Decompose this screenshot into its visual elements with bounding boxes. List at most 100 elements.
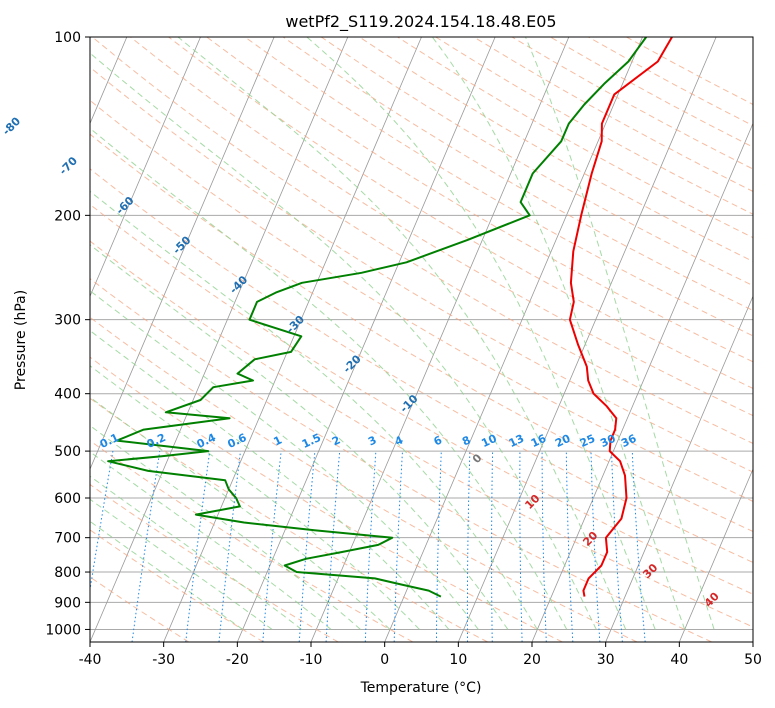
mixing-ratio-line bbox=[435, 451, 442, 642]
y-tick-label: 100 bbox=[54, 30, 81, 46]
x-axis-label: Temperature (°C) bbox=[360, 680, 482, 696]
mixing-ratio-label: 1.5 bbox=[300, 431, 323, 451]
mixing-ratio-label: 3 bbox=[366, 433, 378, 448]
plot-frame bbox=[89, 36, 754, 643]
dry-adiabat-label: -50 bbox=[170, 233, 193, 256]
moist-adiabat-line bbox=[90, 52, 597, 630]
y-axis-label: Pressure (hPa) bbox=[13, 290, 29, 390]
mixing-ratio-line bbox=[466, 451, 471, 642]
moist-adiabat-label: 10 bbox=[522, 492, 542, 512]
moist-adiabat-label: 30 bbox=[640, 561, 660, 581]
mixing-ratio-line bbox=[298, 451, 316, 642]
mixing-ratio-label: 13 bbox=[507, 432, 526, 450]
isotherm-line bbox=[90, 37, 349, 642]
x-tick-label: 40 bbox=[670, 652, 688, 668]
mixing-ratio-line bbox=[90, 451, 114, 593]
x-tick-label: 30 bbox=[597, 652, 615, 668]
x-tick-label: 20 bbox=[523, 652, 541, 668]
isotherm-line bbox=[163, 37, 422, 642]
moist-adiabat-line bbox=[431, 37, 686, 630]
mixing-ratio-line bbox=[519, 451, 523, 642]
dry-adiabat-line bbox=[549, 37, 753, 148]
y-tick-label: 200 bbox=[54, 208, 81, 224]
moist-adiabat-line bbox=[177, 37, 627, 630]
moist-adiabat-line bbox=[90, 290, 479, 630]
mixing-ratio-label: 30 bbox=[598, 432, 618, 450]
dry-adiabat-label: -70 bbox=[57, 154, 80, 177]
dry-adiabat-line bbox=[90, 316, 638, 642]
y-tick-label: 600 bbox=[54, 491, 81, 507]
dewpoint-trace bbox=[107, 37, 648, 598]
y-tick-label: 900 bbox=[54, 595, 81, 611]
y-tick-label: 300 bbox=[54, 313, 81, 329]
isotherm-line bbox=[236, 37, 496, 642]
mixing-ratio-line bbox=[590, 451, 601, 642]
y-tick-label: 1000 bbox=[45, 622, 81, 638]
dry-adiabat-line bbox=[282, 37, 753, 312]
axes: -40 -30 -20 -10 0 10 20 30 40 50 100 200 300 400 500 60… bbox=[45, 30, 762, 668]
mixing-ratio-line bbox=[631, 451, 646, 642]
moist-adiabat-line bbox=[90, 475, 302, 630]
mixing-ratio-label: 36 bbox=[619, 432, 639, 450]
dry-adiabat-label: -10 bbox=[397, 392, 420, 415]
dry-adiabat-line bbox=[90, 529, 264, 642]
x-tick-label: -20 bbox=[226, 652, 249, 668]
y-tick-label: 400 bbox=[54, 387, 81, 403]
isotherm-line bbox=[605, 295, 753, 642]
moist-adiabat-line bbox=[90, 424, 361, 630]
dry-adiabat-line bbox=[90, 168, 753, 563]
dry-adiabat-line bbox=[244, 37, 753, 337]
mixing-ratio-line bbox=[185, 451, 211, 642]
dry-adiabat-label: -40 bbox=[227, 273, 250, 296]
isotherm-line bbox=[457, 37, 717, 642]
moist-adiabat-line bbox=[90, 520, 243, 630]
moist-adiabat-line bbox=[90, 498, 273, 630]
dry-adiabat-line bbox=[90, 99, 753, 502]
isotherm-line bbox=[90, 37, 275, 471]
mixing-ratio-label: 20 bbox=[553, 432, 573, 450]
x-tick-label: 50 bbox=[744, 652, 762, 668]
dry-adiabat-line bbox=[90, 356, 563, 642]
x-tick-label: -30 bbox=[152, 652, 175, 668]
isotherm-line bbox=[90, 37, 201, 298]
dry-adiabat-line bbox=[588, 37, 753, 127]
mixing-ratio-label: 25 bbox=[578, 432, 597, 450]
moist-adiabat-line bbox=[306, 37, 656, 630]
chart-title: wetPf2_S119.2024.154.18.48.E05 bbox=[285, 12, 556, 32]
mixing-ratio-line bbox=[491, 451, 494, 642]
moist-adiabat-line bbox=[90, 329, 450, 630]
mixing-ratio-label: 16 bbox=[529, 432, 549, 450]
isotherm-line bbox=[678, 468, 753, 642]
moist-adiabat-label: 40 bbox=[702, 590, 722, 610]
mixing-ratio-label: 0.2 bbox=[145, 431, 168, 451]
y-tick-label: 700 bbox=[54, 531, 81, 547]
dry-adiabat-label: -60 bbox=[113, 194, 136, 217]
dry-adiabat-line bbox=[90, 133, 753, 533]
isotherm-line bbox=[531, 122, 753, 642]
dry-adiabat-line bbox=[511, 37, 753, 170]
x-tick-label: -10 bbox=[300, 652, 323, 668]
dry-adiabat-line bbox=[90, 397, 488, 642]
x-tick-label: 0 bbox=[380, 652, 389, 668]
mixing-ratio-line bbox=[218, 451, 241, 642]
mixing-ratio-label: 0.4 bbox=[195, 431, 218, 451]
isotherm-line bbox=[384, 37, 643, 642]
mixing-ratio-label: 1 bbox=[271, 433, 283, 448]
moist-adiabat-line bbox=[90, 451, 332, 630]
dry-adiabat-line bbox=[90, 240, 753, 628]
background-lines bbox=[90, 37, 753, 642]
dry-adiabat-line bbox=[168, 37, 753, 389]
mixing-ratio-line bbox=[565, 451, 574, 642]
moist-adiabat-line bbox=[90, 244, 509, 630]
x-tick-label: 10 bbox=[449, 652, 467, 668]
mixing-ratio-line bbox=[611, 451, 623, 642]
sounding-traces bbox=[107, 37, 673, 598]
dry-adiabat-line bbox=[90, 203, 753, 595]
dry-adiabat-line bbox=[90, 483, 339, 642]
y-tick-label: 500 bbox=[54, 444, 81, 460]
temperature-trace bbox=[568, 37, 673, 597]
dry-adiabat-line bbox=[90, 278, 712, 642]
moist-adiabat-line bbox=[90, 396, 391, 630]
isotherm-line bbox=[752, 640, 753, 642]
